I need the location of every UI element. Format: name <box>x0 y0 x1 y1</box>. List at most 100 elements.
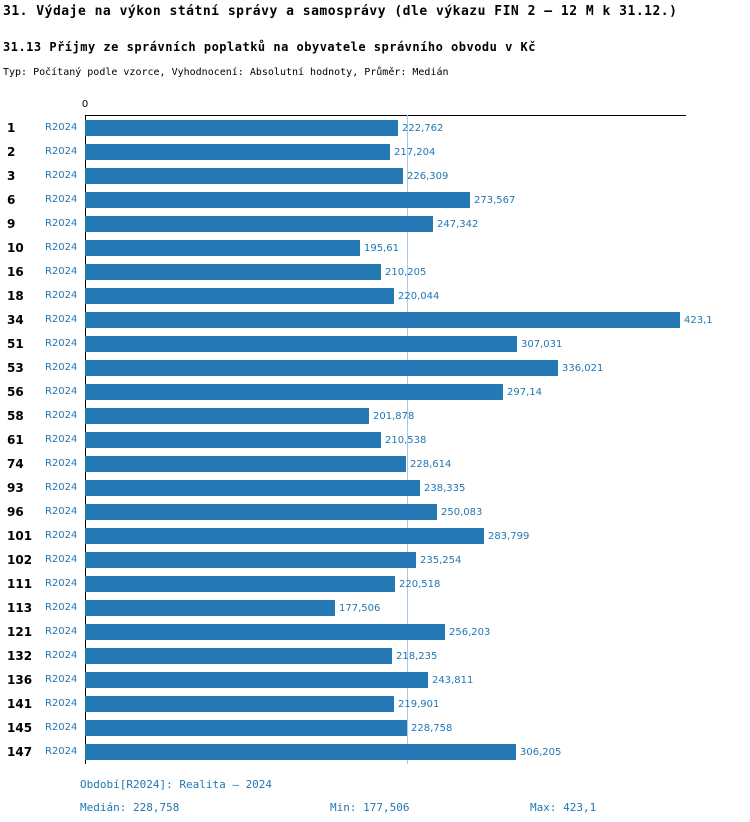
chart-row: 10 R2024 195,61 <box>0 236 750 260</box>
value-bar <box>85 288 394 304</box>
bar-value-label: 250,083 <box>441 507 483 518</box>
row-series-label: R2024 <box>45 146 78 157</box>
chart-row: 102 R2024 235,254 <box>0 548 750 572</box>
chart-row: 121 R2024 256,203 <box>0 620 750 644</box>
bar-value-label: 423,1 <box>684 315 713 326</box>
value-bar <box>85 504 437 520</box>
value-bar <box>85 192 470 208</box>
value-bar <box>85 240 360 256</box>
bar-value-label: 220,044 <box>398 291 440 302</box>
bar-value-label: 238,335 <box>424 483 466 494</box>
row-id-label: 93 <box>7 481 24 495</box>
row-id-label: 56 <box>7 385 24 399</box>
row-series-label: R2024 <box>45 338 78 349</box>
row-id-label: 111 <box>7 577 33 591</box>
value-bar <box>85 120 398 136</box>
chart-subtitle: 31.13 Příjmy ze správních poplatků na ob… <box>3 40 536 54</box>
row-id-label: 16 <box>7 265 24 279</box>
row-series-label: R2024 <box>45 170 78 181</box>
chart-row: 3 R2024 226,309 <box>0 164 750 188</box>
bar-value-label: 283,799 <box>488 531 530 542</box>
value-bar <box>85 696 394 712</box>
bar-value-label: 210,538 <box>385 435 427 446</box>
bar-value-label: 228,614 <box>410 459 452 470</box>
row-series-label: R2024 <box>45 434 78 445</box>
value-bar <box>85 384 503 400</box>
value-bar <box>85 144 390 160</box>
value-bar <box>85 720 407 736</box>
value-bar <box>85 168 403 184</box>
row-series-label: R2024 <box>45 194 78 205</box>
row-series-label: R2024 <box>45 266 78 277</box>
bar-chart: 0 1 R2024 222,762 2 R2024 217,204 3 R2024 226,30… <box>0 99 750 767</box>
chart-row: 136 R2024 243,811 <box>0 668 750 692</box>
chart-row: 113 R2024 177,506 <box>0 596 750 620</box>
row-id-label: 102 <box>7 553 33 567</box>
row-series-label: R2024 <box>45 674 78 685</box>
bar-value-label: 177,506 <box>339 603 381 614</box>
bar-value-label: 222,762 <box>402 123 444 134</box>
chart-meta-line: Typ: Počítaný podle vzorce, Vyhodnocení:… <box>3 67 449 78</box>
row-id-label: 2 <box>7 145 16 159</box>
row-id-label: 34 <box>7 313 24 327</box>
row-id-label: 141 <box>7 697 33 711</box>
row-series-label: R2024 <box>45 386 78 397</box>
value-bar <box>85 744 516 760</box>
row-id-label: 3 <box>7 169 16 183</box>
bar-value-label: 307,031 <box>521 339 563 350</box>
bar-value-label: 273,567 <box>474 195 516 206</box>
row-id-label: 61 <box>7 433 24 447</box>
chart-row: 111 R2024 220,518 <box>0 572 750 596</box>
chart-row: 141 R2024 219,901 <box>0 692 750 716</box>
row-series-label: R2024 <box>45 290 78 301</box>
value-bar <box>85 528 484 544</box>
chart-row: 9 R2024 247,342 <box>0 212 750 236</box>
row-id-label: 101 <box>7 529 33 543</box>
bar-value-label: 228,758 <box>411 723 453 734</box>
row-series-label: R2024 <box>45 698 78 709</box>
value-bar <box>85 648 392 664</box>
chart-row: 2 R2024 217,204 <box>0 140 750 164</box>
row-id-label: 136 <box>7 673 33 687</box>
bar-value-label: 226,309 <box>407 171 449 182</box>
row-id-label: 132 <box>7 649 33 663</box>
bar-value-label: 218,235 <box>396 651 438 662</box>
row-series-label: R2024 <box>45 626 78 637</box>
page-title: 31. Výdaje na výkon státní správy a samo… <box>3 4 678 19</box>
row-series-label: R2024 <box>45 746 78 757</box>
row-series-label: R2024 <box>45 578 78 589</box>
value-bar <box>85 408 369 424</box>
bar-value-label: 243,811 <box>432 675 474 686</box>
chart-row: 6 R2024 273,567 <box>0 188 750 212</box>
axis-zero-label: 0 <box>81 99 89 110</box>
value-bar <box>85 360 558 376</box>
row-id-label: 58 <box>7 409 24 423</box>
chart-row: 93 R2024 238,335 <box>0 476 750 500</box>
row-id-label: 145 <box>7 721 33 735</box>
chart-row: 74 R2024 228,614 <box>0 452 750 476</box>
row-series-label: R2024 <box>45 458 78 469</box>
chart-row: 132 R2024 218,235 <box>0 644 750 668</box>
chart-row: 34 R2024 423,1 <box>0 308 750 332</box>
row-series-label: R2024 <box>45 242 78 253</box>
chart-row: 16 R2024 210,205 <box>0 260 750 284</box>
row-id-label: 9 <box>7 217 16 231</box>
chart-row: 51 R2024 307,031 <box>0 332 750 356</box>
value-bar <box>85 600 335 616</box>
value-bar <box>85 456 406 472</box>
chart-row: 56 R2024 297,14 <box>0 380 750 404</box>
row-id-label: 121 <box>7 625 33 639</box>
bar-value-label: 306,205 <box>520 747 562 758</box>
row-series-label: R2024 <box>45 530 78 541</box>
row-series-label: R2024 <box>45 410 78 421</box>
chart-row: 53 R2024 336,021 <box>0 356 750 380</box>
chart-row: 1 R2024 222,762 <box>0 116 750 140</box>
bar-value-label: 210,205 <box>385 267 427 278</box>
row-series-label: R2024 <box>45 554 78 565</box>
value-bar <box>85 576 395 592</box>
bar-value-label: 336,021 <box>562 363 604 374</box>
footer-median-stat: Medián: 228,758 <box>80 801 180 814</box>
bar-value-label: 220,518 <box>399 579 441 590</box>
value-bar <box>85 216 433 232</box>
row-id-label: 96 <box>7 505 24 519</box>
